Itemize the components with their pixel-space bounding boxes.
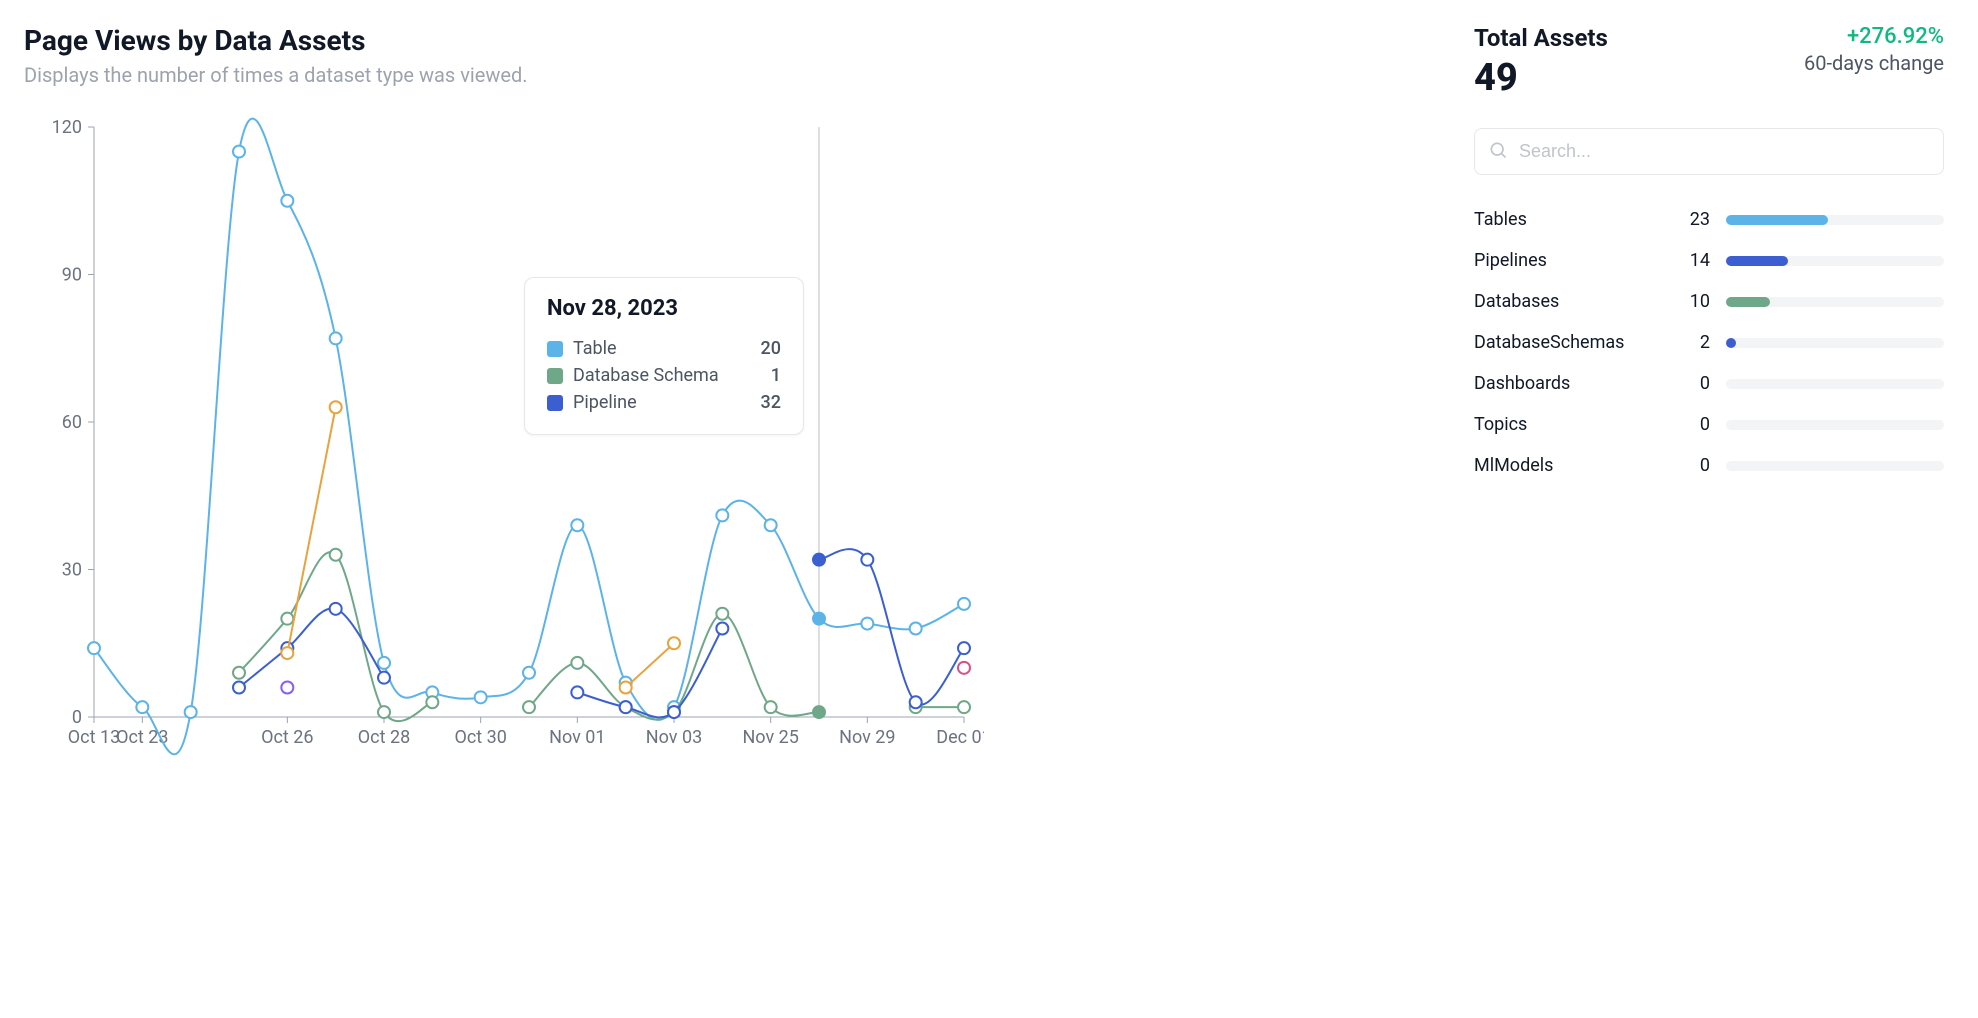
asset-row[interactable]: MlModels 0 bbox=[1474, 445, 1944, 486]
asset-list: Tables 23 Pipelines 14 Databases 10 DatabaseSc… bbox=[1474, 199, 1944, 486]
dashboard-container: Page Views by Data Assets Displays the n… bbox=[24, 24, 1944, 771]
asset-bar-fill bbox=[1726, 256, 1788, 266]
search-input[interactable] bbox=[1474, 128, 1944, 175]
asset-bar-track bbox=[1726, 256, 1944, 266]
line-chart[interactable]: 0306090120Oct 13Oct 23Oct 26Oct 28Oct 30… bbox=[24, 107, 984, 767]
tooltip-swatch bbox=[547, 395, 563, 411]
asset-row[interactable]: Tables 23 bbox=[1474, 199, 1944, 240]
svg-text:60: 60 bbox=[62, 412, 82, 433]
svg-text:Nov 01: Nov 01 bbox=[549, 727, 605, 748]
asset-bar-fill bbox=[1726, 297, 1770, 307]
asset-count: 0 bbox=[1680, 373, 1710, 394]
tooltip-row: Table 20 bbox=[547, 335, 781, 362]
asset-count: 10 bbox=[1680, 291, 1710, 312]
asset-count: 0 bbox=[1680, 455, 1710, 476]
page-title: Page Views by Data Assets bbox=[24, 24, 1426, 57]
svg-text:Oct 26: Oct 26 bbox=[261, 727, 313, 748]
tooltip-row: Pipeline 32 bbox=[547, 389, 781, 416]
right-panel: Total Assets 49 +276.92% 60-days change … bbox=[1474, 24, 1944, 771]
asset-row[interactable]: Dashboards 0 bbox=[1474, 363, 1944, 404]
asset-row[interactable]: Databases 10 bbox=[1474, 281, 1944, 322]
asset-row[interactable]: Topics 0 bbox=[1474, 404, 1944, 445]
tooltip-date: Nov 28, 2023 bbox=[547, 296, 781, 321]
chart-tooltip: Nov 28, 2023 Table 20 Database Schema 1 Pipe… bbox=[524, 277, 804, 435]
tooltip-rows: Table 20 Database Schema 1 Pipeline 32 bbox=[547, 335, 781, 416]
svg-text:Nov 25: Nov 25 bbox=[742, 727, 798, 748]
svg-text:Nov 29: Nov 29 bbox=[839, 727, 895, 748]
kpi-right: +276.92% 60-days change bbox=[1804, 24, 1944, 75]
asset-bar-track bbox=[1726, 297, 1944, 307]
asset-label: Tables bbox=[1474, 209, 1664, 230]
asset-count: 0 bbox=[1680, 414, 1710, 435]
tooltip-label: Pipeline bbox=[573, 392, 741, 413]
asset-label: Databases bbox=[1474, 291, 1664, 312]
asset-bar-track bbox=[1726, 215, 1944, 225]
kpi-header: Total Assets 49 +276.92% 60-days change bbox=[1474, 24, 1944, 100]
svg-text:120: 120 bbox=[52, 117, 82, 138]
svg-text:Oct 28: Oct 28 bbox=[358, 727, 410, 748]
asset-bar-fill bbox=[1726, 215, 1828, 225]
asset-bar-track bbox=[1726, 338, 1944, 348]
svg-text:Nov 03: Nov 03 bbox=[646, 727, 702, 748]
asset-count: 23 bbox=[1680, 209, 1710, 230]
asset-label: MlModels bbox=[1474, 455, 1664, 476]
asset-label: Dashboards bbox=[1474, 373, 1664, 394]
left-panel: Page Views by Data Assets Displays the n… bbox=[24, 24, 1426, 771]
svg-text:Oct 13: Oct 13 bbox=[68, 727, 120, 748]
kpi-left: Total Assets 49 bbox=[1474, 24, 1608, 100]
tooltip-label: Table bbox=[573, 338, 741, 359]
svg-text:30: 30 bbox=[62, 560, 82, 581]
asset-bar-dot bbox=[1726, 338, 1736, 348]
asset-bar-track bbox=[1726, 379, 1944, 389]
tooltip-swatch bbox=[547, 341, 563, 357]
asset-count: 2 bbox=[1680, 332, 1710, 353]
asset-bar-track bbox=[1726, 461, 1944, 471]
svg-text:90: 90 bbox=[62, 265, 82, 286]
svg-text:Oct 30: Oct 30 bbox=[454, 727, 506, 748]
tooltip-row: Database Schema 1 bbox=[547, 362, 781, 389]
svg-text:Dec 01: Dec 01 bbox=[936, 727, 984, 748]
kpi-value: 49 bbox=[1474, 56, 1608, 100]
chart-wrap: 0306090120Oct 13Oct 23Oct 26Oct 28Oct 30… bbox=[24, 107, 1426, 771]
asset-label: DatabaseSchemas bbox=[1474, 332, 1664, 353]
kpi-change: +276.92% bbox=[1804, 24, 1944, 49]
tooltip-swatch bbox=[547, 368, 563, 384]
asset-row[interactable]: DatabaseSchemas 2 bbox=[1474, 322, 1944, 363]
asset-count: 14 bbox=[1680, 250, 1710, 271]
page-subtitle: Displays the number of times a dataset t… bbox=[24, 63, 1426, 87]
search-box bbox=[1474, 128, 1944, 175]
svg-text:0: 0 bbox=[72, 707, 82, 728]
asset-label: Pipelines bbox=[1474, 250, 1664, 271]
asset-bar-track bbox=[1726, 420, 1944, 430]
kpi-title: Total Assets bbox=[1474, 24, 1608, 52]
kpi-change-label: 60-days change bbox=[1804, 51, 1944, 75]
tooltip-label: Database Schema bbox=[573, 365, 741, 386]
asset-row[interactable]: Pipelines 14 bbox=[1474, 240, 1944, 281]
asset-label: Topics bbox=[1474, 414, 1664, 435]
tooltip-value: 1 bbox=[751, 365, 781, 386]
tooltip-value: 32 bbox=[751, 392, 781, 413]
search-icon bbox=[1488, 140, 1508, 164]
tooltip-value: 20 bbox=[751, 338, 781, 359]
